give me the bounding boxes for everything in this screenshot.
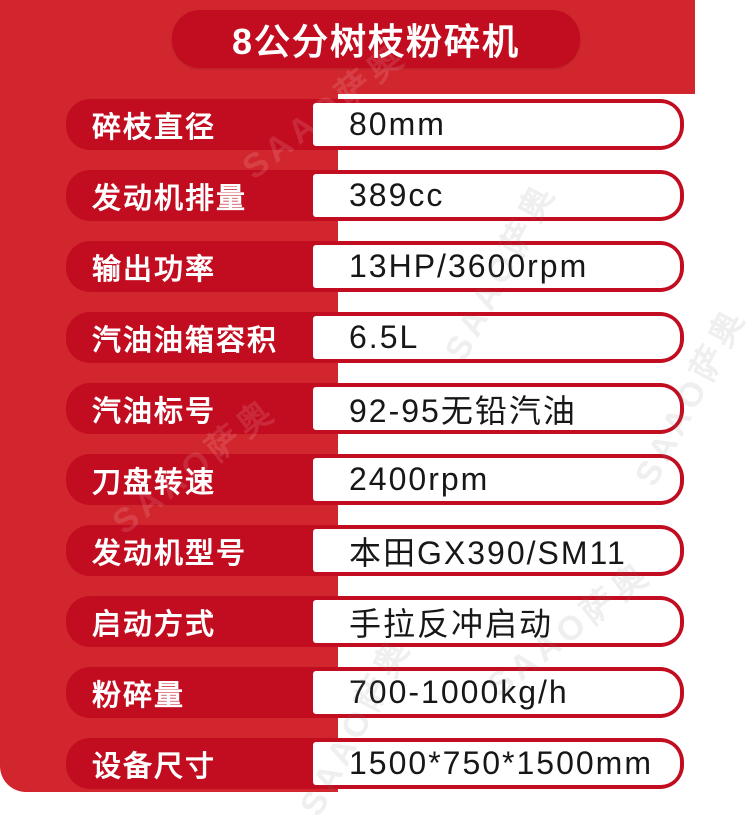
spec-row: 汽油油箱容积 6.5L <box>66 312 684 363</box>
spec-value: 92-95无铅汽油 <box>349 392 577 429</box>
spec-value-box: 92-95无铅汽油 <box>313 387 680 430</box>
spec-value-box: 1500*750*1500mm <box>313 742 680 785</box>
spec-row: 设备尺寸 1500*750*1500mm <box>66 738 684 789</box>
spec-label-cell: 汽油油箱容积 <box>92 324 279 357</box>
spec-label-cell: 启动方式 <box>92 608 217 641</box>
spec-value-box: 手拉反冲启动 <box>313 600 680 643</box>
spec-label-cell: 刀盘转速 <box>92 466 217 499</box>
spec-value: 手拉反冲启动 <box>349 605 554 642</box>
spec-row: 发动机排量 389cc <box>66 170 684 221</box>
product-title-banner: 8公分树枝粉碎机 <box>172 10 580 68</box>
spec-row: 汽油标号 92-95无铅汽油 <box>66 383 684 434</box>
spec-label-cell: 碎枝直径 <box>92 111 217 144</box>
spec-value: 13HP/3600rpm <box>349 248 589 284</box>
spec-row: 启动方式 手拉反冲启动 <box>66 596 684 647</box>
spec-value-box: 13HP/3600rpm <box>313 245 680 288</box>
spec-value: 389cc <box>349 177 445 213</box>
spec-row: 刀盘转速 2400rpm <box>66 454 684 505</box>
spec-value-box: 2400rpm <box>313 458 680 501</box>
spec-value: 80mm <box>349 106 446 142</box>
spec-value-box: 本田GX390/SM11 <box>313 529 680 572</box>
spec-row: 发动机型号 本田GX390/SM11 <box>66 525 684 576</box>
spec-label-cell: 粉碎量 <box>92 679 186 712</box>
spec-label-cell: 输出功率 <box>92 253 217 286</box>
spec-row: 输出功率 13HP/3600rpm <box>66 241 684 292</box>
spec-label-cell: 发动机排量 <box>92 182 248 215</box>
spec-value: 700-1000kg/h <box>349 674 569 710</box>
spec-value-box: 80mm <box>313 103 680 146</box>
spec-value-box: 700-1000kg/h <box>313 671 680 714</box>
spec-value: 本田GX390/SM11 <box>349 534 627 571</box>
spec-row: 碎枝直径 80mm <box>66 99 684 150</box>
spec-label-cell: 汽油标号 <box>92 395 217 428</box>
spec-label-cell: 设备尺寸 <box>92 750 217 783</box>
spec-value: 1500*750*1500mm <box>349 745 653 781</box>
spec-value-box: 389cc <box>313 174 680 217</box>
spec-label-cell: 发动机型号 <box>92 537 248 570</box>
spec-table: 碎枝直径 80mm 发动机排量 389cc 输出功率 13HP/3600rpm … <box>66 99 684 789</box>
page-title: 8公分树枝粉碎机 <box>231 21 521 62</box>
spec-value: 2400rpm <box>349 461 490 497</box>
spec-value: 6.5L <box>349 319 420 355</box>
spec-row: 粉碎量 700-1000kg/h <box>66 667 684 718</box>
spec-value-box: 6.5L <box>313 316 680 359</box>
